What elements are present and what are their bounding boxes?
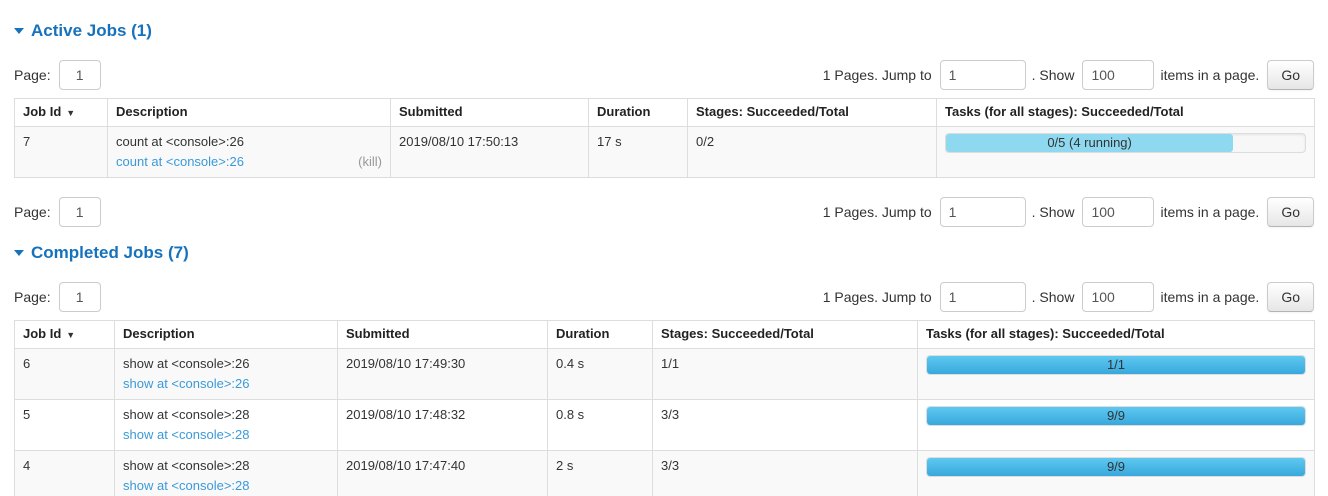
items-per-page-input[interactable] — [1082, 282, 1155, 312]
task-progress-label: 0/5 (4 running) — [1047, 135, 1132, 150]
items-in-page-label: items in a page. — [1160, 289, 1260, 305]
column-header-stages[interactable]: Stages: Succeeded/Total — [687, 98, 937, 127]
show-label: . Show — [1031, 67, 1075, 83]
description-cell: show at <console>:28 show at <console>:2… — [114, 450, 338, 496]
jump-to-page-input[interactable] — [939, 282, 1026, 312]
duration-cell: 0.4 s — [547, 348, 653, 400]
active-pagination-top: Page: 1 Pages. Jump to . Show items in a… — [14, 60, 1314, 90]
completed-jobs-table: Job Id ▼ Description Submitted Duration S… — [14, 320, 1315, 496]
submitted-cell: 2019/08/10 17:48:32 — [337, 399, 548, 451]
submitted-cell: 2019/08/10 17:50:13 — [390, 126, 589, 178]
job-id-cell: 5 — [14, 399, 115, 451]
column-header-duration[interactable]: Duration — [588, 98, 688, 127]
column-header-job-id[interactable]: Job Id ▼ — [14, 320, 115, 349]
page-number-input[interactable] — [58, 197, 101, 227]
show-label: . Show — [1031, 204, 1075, 220]
page-label: Page: — [14, 289, 51, 305]
completed-jobs-header[interactable]: Completed Jobs (7) — [14, 244, 1314, 262]
tasks-cell: 0/5 (4 running) — [936, 126, 1315, 178]
submitted-cell: 2019/08/10 17:49:30 — [337, 348, 548, 400]
column-header-stages[interactable]: Stages: Succeeded/Total — [652, 320, 918, 349]
column-header-description[interactable]: Description — [114, 320, 338, 349]
active-jobs-title: Active Jobs (1) — [31, 21, 152, 40]
table-row: 4 show at <console>:28 show at <console>… — [14, 450, 1315, 496]
description-cell: show at <console>:28 show at <console>:2… — [114, 399, 338, 451]
column-header-description[interactable]: Description — [107, 98, 391, 127]
job-description-link[interactable]: show at <console>:28 — [123, 478, 250, 493]
kill-link[interactable]: (kill) — [358, 154, 382, 169]
tasks-cell: 9/9 — [917, 399, 1315, 451]
table-row: 6 show at <console>:26 show at <console>… — [14, 348, 1315, 400]
pages-jump-label: 1 Pages. Jump to — [822, 204, 932, 220]
task-progress-bar: 9/9 — [926, 406, 1306, 426]
description-cell: count at <console>:26 count at <console>… — [107, 126, 391, 178]
pages-jump-label: 1 Pages. Jump to — [822, 67, 932, 83]
submitted-cell: 2019/08/10 17:47:40 — [337, 450, 548, 496]
job-description-link[interactable]: show at <console>:26 — [123, 376, 250, 391]
completed-table-header-row: Job Id ▼ Description Submitted Duration S… — [14, 320, 1315, 349]
pages-jump-label: 1 Pages. Jump to — [822, 289, 932, 305]
show-label: . Show — [1031, 289, 1075, 305]
stages-cell: 1/1 — [652, 348, 918, 400]
sort-arrow-icon: ▼ — [66, 108, 76, 118]
go-button[interactable]: Go — [1267, 282, 1314, 312]
column-header-submitted[interactable]: Submitted — [390, 98, 589, 127]
stages-cell: 0/2 — [687, 126, 937, 178]
items-per-page-input[interactable] — [1082, 197, 1155, 227]
job-description-link[interactable]: count at <console>:26 — [116, 154, 244, 169]
completed-pagination-top: Page: 1 Pages. Jump to . Show items in a… — [14, 282, 1314, 312]
tasks-cell: 1/1 — [917, 348, 1315, 400]
column-header-tasks[interactable]: Tasks (for all stages): Succeeded/Total — [936, 98, 1315, 127]
collapse-arrow-icon — [14, 28, 24, 34]
active-jobs-header[interactable]: Active Jobs (1) — [14, 22, 1314, 40]
job-id-cell: 6 — [14, 348, 115, 400]
table-row: 5 show at <console>:28 show at <console>… — [14, 399, 1315, 451]
duration-cell: 0.8 s — [547, 399, 653, 451]
table-row: 7 count at <console>:26 count at <consol… — [14, 126, 1315, 178]
column-header-tasks[interactable]: Tasks (for all stages): Succeeded/Total — [917, 320, 1315, 349]
job-description: show at <console>:26 — [123, 356, 250, 371]
stages-cell: 3/3 — [652, 450, 918, 496]
job-id-cell: 4 — [14, 450, 115, 496]
duration-cell: 17 s — [588, 126, 688, 178]
column-header-job-id[interactable]: Job Id ▼ — [14, 98, 108, 127]
collapse-arrow-icon — [14, 250, 24, 256]
duration-cell: 2 s — [547, 450, 653, 496]
task-progress-bar: 9/9 — [926, 457, 1306, 477]
task-progress-label: 9/9 — [1106, 408, 1126, 423]
active-jobs-table: Job Id ▼ Description Submitted Duration S… — [14, 98, 1315, 178]
items-per-page-input[interactable] — [1082, 60, 1155, 90]
task-progress-bar: 1/1 — [926, 355, 1306, 375]
go-button[interactable]: Go — [1267, 197, 1314, 227]
tasks-cell: 9/9 — [917, 450, 1315, 496]
job-description: show at <console>:28 — [123, 458, 250, 473]
completed-jobs-title: Completed Jobs (7) — [31, 243, 189, 262]
job-description: count at <console>:26 — [116, 134, 244, 149]
jump-to-page-input[interactable] — [939, 197, 1026, 227]
job-description-link[interactable]: show at <console>:28 — [123, 427, 250, 442]
page-number-input[interactable] — [58, 60, 101, 90]
page-label: Page: — [14, 67, 51, 83]
page-label: Page: — [14, 204, 51, 220]
task-progress-bar: 0/5 (4 running) — [945, 133, 1306, 153]
page-number-input[interactable] — [58, 282, 101, 312]
jump-to-page-input[interactable] — [939, 60, 1026, 90]
active-table-header-row: Job Id ▼ Description Submitted Duration S… — [14, 98, 1315, 127]
description-cell: show at <console>:26 show at <console>:2… — [114, 348, 338, 400]
task-progress-label: 1/1 — [1106, 357, 1126, 372]
stages-cell: 3/3 — [652, 399, 918, 451]
active-pagination-bottom: Page: 1 Pages. Jump to . Show items in a… — [14, 197, 1314, 227]
task-progress-label: 9/9 — [1106, 459, 1126, 474]
items-in-page-label: items in a page. — [1160, 67, 1260, 83]
job-id-cell: 7 — [14, 126, 108, 178]
sort-arrow-icon: ▼ — [66, 330, 76, 340]
column-header-duration[interactable]: Duration — [547, 320, 653, 349]
items-in-page-label: items in a page. — [1160, 204, 1260, 220]
job-description: show at <console>:28 — [123, 407, 250, 422]
column-header-submitted[interactable]: Submitted — [337, 320, 548, 349]
go-button[interactable]: Go — [1267, 60, 1314, 90]
